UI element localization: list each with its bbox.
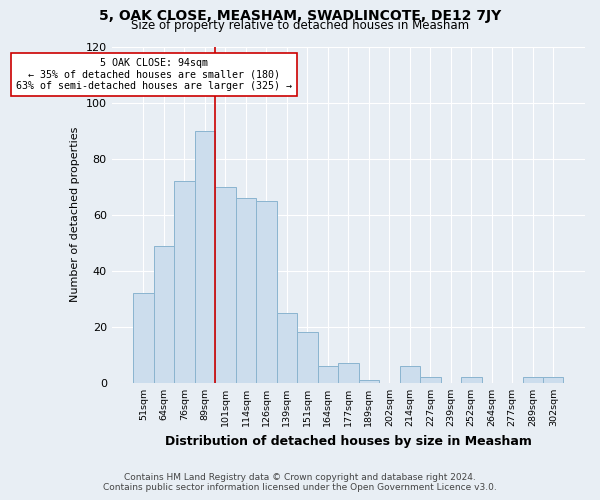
Bar bbox=[195, 130, 215, 383]
Text: Contains HM Land Registry data © Crown copyright and database right 2024.
Contai: Contains HM Land Registry data © Crown c… bbox=[103, 473, 497, 492]
Bar bbox=[277, 313, 297, 383]
Bar bbox=[523, 378, 543, 383]
Bar bbox=[543, 378, 563, 383]
Bar bbox=[154, 246, 174, 383]
Text: 5 OAK CLOSE: 94sqm
← 35% of detached houses are smaller (180)
63% of semi-detach: 5 OAK CLOSE: 94sqm ← 35% of detached hou… bbox=[16, 58, 292, 91]
Text: Size of property relative to detached houses in Measham: Size of property relative to detached ho… bbox=[131, 19, 469, 32]
Text: 5, OAK CLOSE, MEASHAM, SWADLINCOTE, DE12 7JY: 5, OAK CLOSE, MEASHAM, SWADLINCOTE, DE12… bbox=[99, 9, 501, 23]
Bar bbox=[236, 198, 256, 383]
Bar bbox=[420, 378, 440, 383]
Bar bbox=[215, 186, 236, 383]
X-axis label: Distribution of detached houses by size in Measham: Distribution of detached houses by size … bbox=[165, 434, 532, 448]
Bar bbox=[359, 380, 379, 383]
Bar bbox=[174, 181, 195, 383]
Y-axis label: Number of detached properties: Number of detached properties bbox=[70, 127, 80, 302]
Bar bbox=[133, 293, 154, 383]
Bar bbox=[297, 332, 317, 383]
Bar bbox=[338, 364, 359, 383]
Bar bbox=[317, 366, 338, 383]
Bar bbox=[400, 366, 420, 383]
Bar bbox=[461, 378, 482, 383]
Bar bbox=[256, 200, 277, 383]
